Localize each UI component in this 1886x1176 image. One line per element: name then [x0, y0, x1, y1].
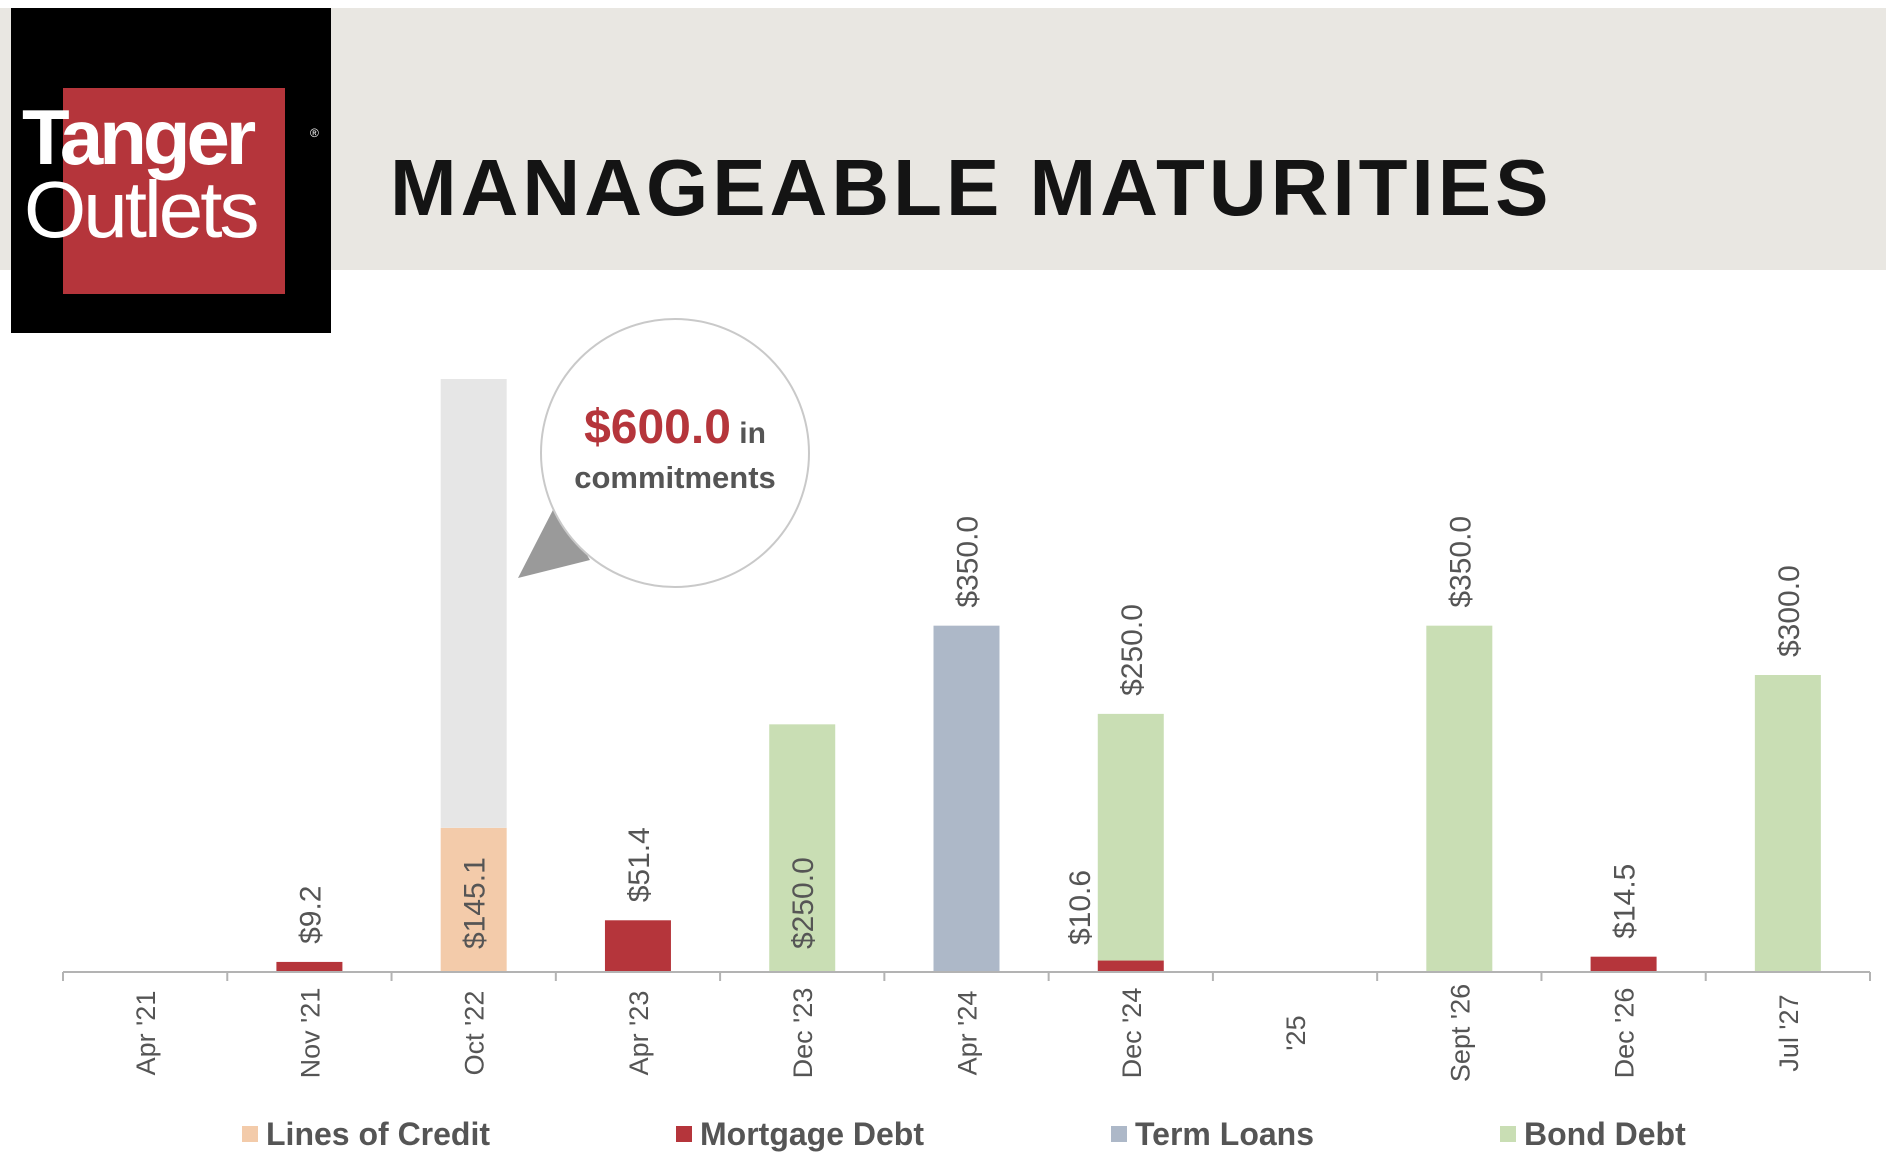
data-labels: $9.2 $145.1 $51.4 $250.0 $350.0 $10.6 $250.0 $3… [294, 516, 1805, 949]
x-tick-label-dec-26: Dec '26 [1610, 988, 1640, 1079]
x-tick-label-dec-24: Dec '24 [1117, 988, 1147, 1079]
x-tick-label-sept-26: Sept '26 [1445, 984, 1475, 1082]
legend-label-lines-of-credit: Lines of Credit [266, 1115, 491, 1152]
data-label-dec-23-250-0: $250.0 [787, 857, 820, 949]
data-label-apr-23-51-4: $51.4 [623, 827, 656, 902]
logo-registered-mark: ® [310, 126, 319, 140]
x-tick-label-jul-27: Jul '27 [1774, 994, 1804, 1071]
legend-item-lines-of-credit: Lines of Credit [242, 1114, 490, 1154]
legend-swatch-lines-of-credit [242, 1126, 258, 1142]
bar-bond-debt-jul-27 [1754, 675, 1821, 971]
legend-item-term-loans: Term Loans [1111, 1114, 1314, 1154]
bar-bond-debt-dec-24 [1097, 713, 1164, 961]
bar-bond-debt-sept-26 [1426, 625, 1493, 971]
data-label-dec-24-250-0: $250.0 [1116, 604, 1149, 696]
data-label-dec-26-14-5: $14.5 [1609, 864, 1642, 939]
tanger-outlets-logo [11, 8, 331, 333]
x-tick-label-apr-23: Apr '23 [624, 991, 654, 1076]
legend-swatch-mortgage-debt [676, 1126, 692, 1142]
data-label-sept-26-350-0: $350.0 [1444, 516, 1477, 608]
logo-text-outlets: Outlets [24, 165, 259, 254]
x-tick-label-oct-22: Oct '22 [460, 991, 490, 1076]
legend-swatch-term-loans [1111, 1126, 1127, 1142]
legend-item-bond-debt: Bond Debt [1500, 1114, 1686, 1154]
legend-label-mortgage-debt: Mortgage Debt [700, 1115, 924, 1152]
bar-mortgage-debt-apr-23 [604, 920, 671, 971]
data-label-dec-24-10-6: $10.6 [1064, 870, 1097, 945]
data-label-jul-27-300-0: $300.0 [1773, 565, 1806, 657]
bar-mortgage-debt-nov-21 [276, 961, 343, 971]
x-tick-label-dec-23: Dec '23 [788, 988, 818, 1079]
chart-legend: Lines of Credit Mortgage Debt Term Loans… [0, 1114, 1886, 1154]
bar-mortgage-debt-dec-24 [1097, 960, 1164, 971]
callout-in: in [730, 417, 766, 450]
x-tick-labels: Apr '21 Nov '21 Oct '22 Apr '23 Dec '23 Apr '… [131, 984, 1804, 1082]
x-tick-label-apr-24: Apr '24 [953, 991, 983, 1076]
legend-label-term-loans: Term Loans [1135, 1115, 1314, 1152]
legend-swatch-bond-debt [1500, 1126, 1516, 1142]
bar-lines-of-credit-oct-22 [440, 827, 507, 971]
x-tick-label-apr-21: Apr '21 [131, 991, 161, 1076]
bar-bond-debt-dec-23 [769, 724, 836, 971]
callout-line1: $600.0 in [542, 404, 808, 452]
data-label-oct-22-145-1: $145.1 [459, 857, 492, 949]
bar-mortgage-debt-dec-26 [1590, 956, 1657, 971]
commitments-callout: $600.0 in commitments [540, 318, 810, 588]
legend-label-bond-debt: Bond Debt [1524, 1115, 1686, 1152]
x-tick-label-nov-21: Nov '21 [295, 988, 325, 1079]
callout-pointer-shape [518, 504, 590, 578]
x-tick-label-25: '25 [1281, 1015, 1311, 1050]
callout-commitments: commitments [574, 460, 776, 495]
data-label-apr-24-350-0: $350.0 [952, 516, 985, 608]
x-axis [62, 971, 1871, 981]
data-label-nov-21-9-2: $9.2 [294, 886, 327, 944]
bar-unused-commitments-oct-22 [440, 379, 507, 828]
logo-red-square [63, 88, 285, 294]
callout-pointer [518, 504, 590, 578]
maturities-bar-chart: Apr '21 Nov '21 Oct '22 Apr '23 Dec '23 Apr '… [62, 379, 1871, 1082]
page-title: MANAGEABLE MATURITIES [390, 143, 1553, 232]
callout-amount: $600.0 [584, 401, 731, 454]
bar-term-loans-apr-24 [933, 625, 1000, 971]
logo-text-tanger: Tanger [22, 93, 256, 181]
bar-layer [276, 379, 1821, 971]
legend-item-mortgage-debt: Mortgage Debt [676, 1114, 924, 1154]
